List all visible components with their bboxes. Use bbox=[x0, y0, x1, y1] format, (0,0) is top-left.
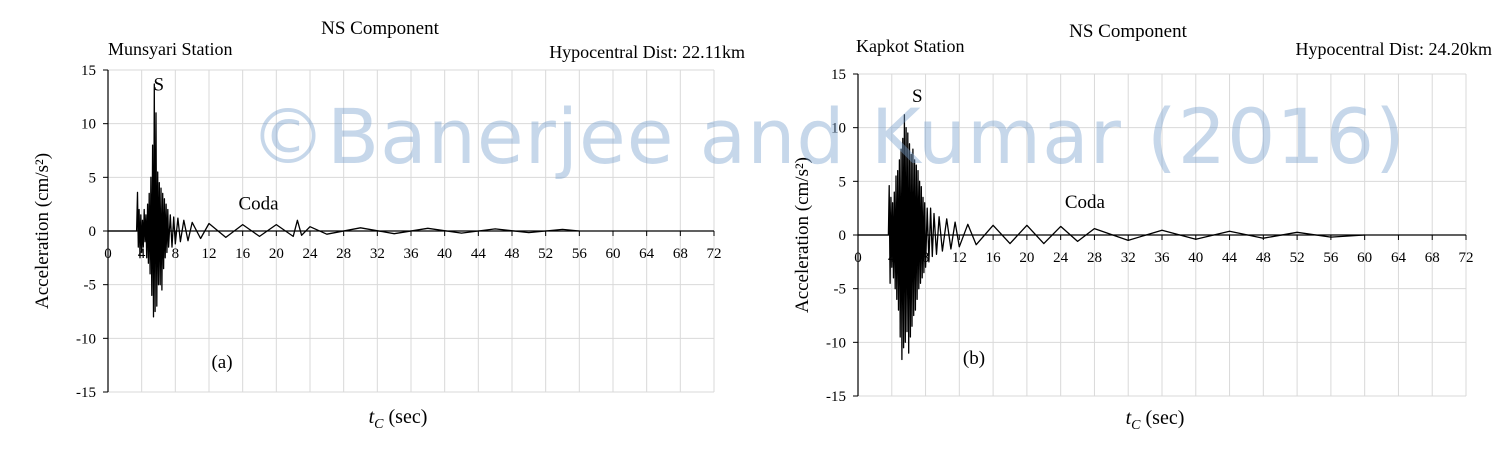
y-tick-label: 15 bbox=[81, 63, 96, 79]
waveform bbox=[858, 114, 1365, 361]
station-label: Munsyari Station bbox=[108, 39, 233, 59]
x-tick-label: 56 bbox=[572, 246, 588, 262]
y-tick-label: -5 bbox=[84, 278, 97, 294]
x-tick-label: 68 bbox=[1425, 250, 1440, 266]
annotation-s: S bbox=[912, 86, 923, 107]
x-tick-label: 60 bbox=[606, 246, 621, 262]
x-tick-label: 60 bbox=[1357, 250, 1372, 266]
x-tick-label: 52 bbox=[538, 246, 553, 262]
x-tick-label: 24 bbox=[1053, 250, 1069, 266]
chart-title: NS Component bbox=[321, 18, 439, 39]
chart-title: NS Component bbox=[1069, 21, 1187, 42]
x-tick-label: 0 bbox=[104, 246, 112, 262]
x-tick-label: 36 bbox=[404, 246, 420, 262]
distance-label: Hypocentral Dist: 22.11km bbox=[549, 42, 745, 62]
x-tick-label: 56 bbox=[1323, 250, 1339, 266]
annotation-coda: Coda bbox=[238, 194, 279, 215]
y-axis-label: Acceleration (cm/s²) bbox=[792, 157, 813, 313]
x-tick-label: 12 bbox=[202, 246, 217, 262]
waveform-line bbox=[108, 83, 580, 318]
x-tick-label: 48 bbox=[505, 246, 520, 262]
x-axis-label: tC (sec) bbox=[1126, 407, 1185, 433]
labels: S Coda NS Component Kapkot Station Hypocentr… bbox=[792, 21, 1492, 433]
waveform-line bbox=[858, 114, 1365, 361]
panel-label: (b) bbox=[963, 348, 985, 369]
y-tick-label: 10 bbox=[831, 121, 846, 137]
x-axis-label-var: t bbox=[1126, 407, 1132, 429]
x-tick-label: 32 bbox=[1121, 250, 1136, 266]
x-axis-label-sub: C bbox=[374, 417, 384, 432]
annotation-coda: Coda bbox=[1065, 192, 1106, 213]
labels: S Coda NS Component Munsyari Station Hypocen… bbox=[32, 18, 745, 432]
x-tick-label: 44 bbox=[471, 246, 487, 262]
y-tick-label: 10 bbox=[81, 117, 96, 133]
y-tick-label: -10 bbox=[826, 335, 846, 351]
x-tick-label: 36 bbox=[1155, 250, 1171, 266]
x-tick-label: 52 bbox=[1290, 250, 1305, 266]
x-tick-label: 16 bbox=[986, 250, 1002, 266]
x-tick-label: 72 bbox=[1459, 250, 1474, 266]
x-tick-label: 0 bbox=[854, 250, 862, 266]
panel-label: (a) bbox=[211, 352, 232, 373]
x-tick-label: 32 bbox=[370, 246, 385, 262]
y-tick-label: 5 bbox=[89, 170, 97, 186]
x-axis-label: tC (sec) bbox=[369, 406, 428, 432]
y-tick-label: 5 bbox=[839, 174, 847, 190]
y-axis-label: Acceleration (cm/s²) bbox=[32, 153, 53, 309]
x-tick-label: 20 bbox=[269, 246, 284, 262]
x-tick-label: 4 bbox=[138, 246, 146, 262]
x-tick-label: 8 bbox=[172, 246, 180, 262]
x-tick-label: 64 bbox=[1391, 250, 1407, 266]
x-tick-label: 68 bbox=[673, 246, 688, 262]
x-tick-label: 44 bbox=[1222, 250, 1238, 266]
y-tick-label: -5 bbox=[834, 282, 847, 298]
x-tick-label: 64 bbox=[639, 246, 655, 262]
distance-label: Hypocentral Dist: 24.20km bbox=[1296, 39, 1492, 59]
y-tick-label: 0 bbox=[89, 224, 97, 240]
y-tick-label: 0 bbox=[839, 228, 847, 244]
x-tick-label: 24 bbox=[303, 246, 319, 262]
x-axis-label-sub: C bbox=[1131, 418, 1141, 433]
x-tick-label: 12 bbox=[952, 250, 967, 266]
y-tick-label: -15 bbox=[826, 389, 846, 405]
x-axis-label-unit: (sec) bbox=[384, 406, 428, 428]
station-label: Kapkot Station bbox=[856, 36, 965, 56]
x-axis-label-unit: (sec) bbox=[1141, 407, 1185, 429]
x-tick-label: 28 bbox=[1087, 250, 1102, 266]
x-tick-label: 20 bbox=[1019, 250, 1034, 266]
y-tick-label: 15 bbox=[831, 67, 846, 83]
x-tick-label: 40 bbox=[1188, 250, 1203, 266]
x-tick-label: 16 bbox=[235, 246, 251, 262]
y-tick-label: -10 bbox=[76, 331, 96, 347]
x-tick-label: 48 bbox=[1256, 250, 1271, 266]
x-axis-label-var: t bbox=[369, 406, 375, 428]
x-tick-label: 28 bbox=[336, 246, 351, 262]
waveform bbox=[108, 83, 580, 318]
x-tick-label: 40 bbox=[437, 246, 452, 262]
y-tick-label: -15 bbox=[76, 385, 96, 401]
annotation-s: S bbox=[153, 74, 164, 95]
x-tick-label: 72 bbox=[707, 246, 722, 262]
